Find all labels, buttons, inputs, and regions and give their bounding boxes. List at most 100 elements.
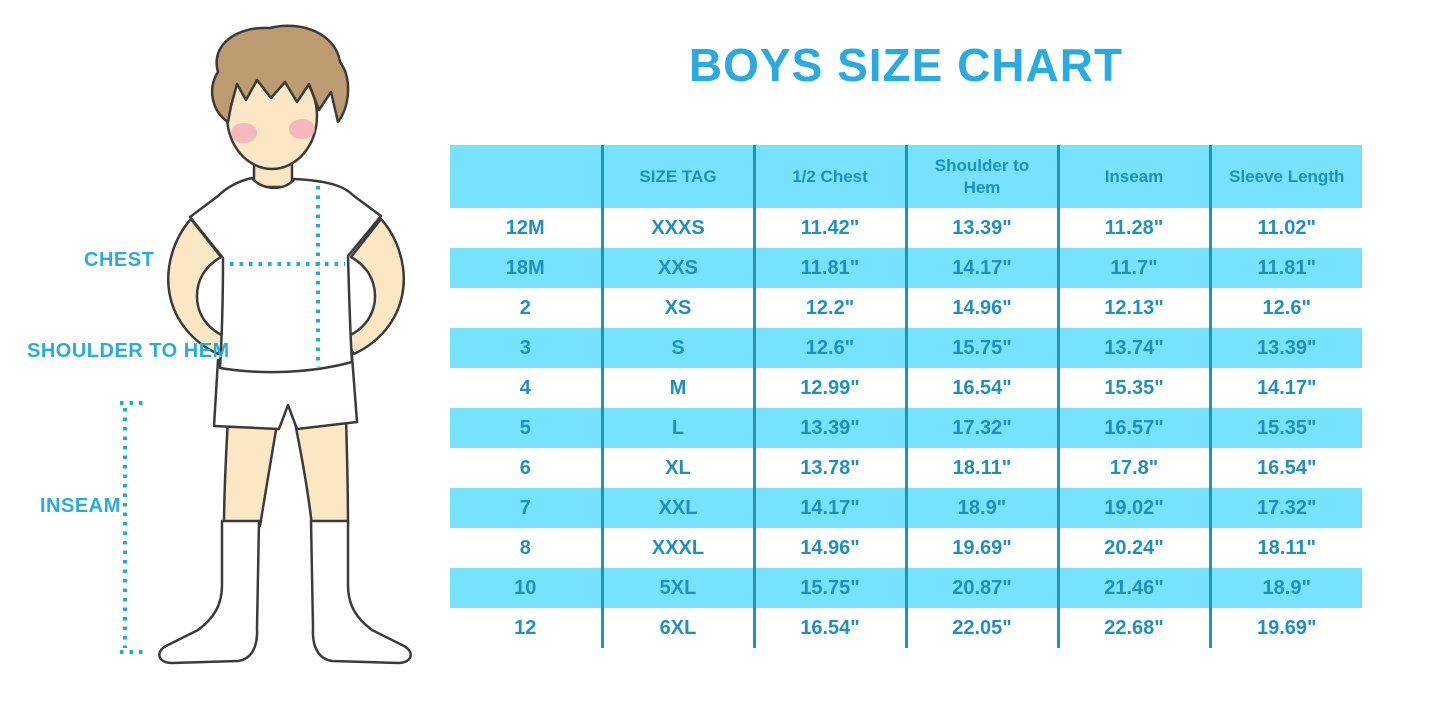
measurement-cell: 18.11" [1208, 528, 1362, 568]
measurement-cell: 11.81" [752, 248, 906, 288]
measurement-cell: 18.11" [904, 448, 1058, 488]
boy-shirt [188, 176, 383, 374]
measurement-cell: 16.57" [1056, 408, 1210, 448]
table-row: 6 XL 13.78" 18.11" 17.8" 16.54" [450, 448, 1362, 488]
measurement-cell: 12.6" [752, 328, 906, 368]
measurement-cell: 22.68" [1056, 608, 1210, 648]
size-cell: 6 [519, 456, 531, 479]
measurement-cell: 6XL [600, 608, 754, 648]
size-table: SIZE TAG 1/2 Chest Shoulder to Hem Inseam Sl… [450, 145, 1362, 648]
column-header: 1/2 Chest [752, 145, 906, 208]
measurement-cell: 16.54" [1208, 448, 1362, 488]
measurement-cell: 19.69" [904, 528, 1058, 568]
boy-leg-right [292, 416, 350, 528]
table-row: 2 XS 12.2" 14.96" 12.13" 12.6" [450, 288, 1362, 328]
measurement-cell: 11.81" [1208, 248, 1362, 288]
measurement-cell: 17.32" [904, 408, 1058, 448]
measurement-cell: 15.75" [752, 568, 906, 608]
size-cell: 8 [519, 536, 531, 559]
measurement-cell: XXS [600, 248, 754, 288]
table-row: 12 6XL 16.54" 22.05" 22.68" 19.69" [450, 608, 1362, 648]
measurement-cell: 14.17" [904, 248, 1058, 288]
size-cell: 4 [519, 376, 531, 399]
measurement-cell: XXL [600, 488, 754, 528]
measurement-cell: 13.39" [904, 208, 1058, 248]
boy-figure-illustration [120, 24, 412, 665]
boy-shorts [212, 354, 359, 431]
measurement-cell: 13.39" [1208, 328, 1362, 368]
measurement-cell: 12.99" [752, 368, 906, 408]
measurement-cell: 20.24" [1056, 528, 1210, 568]
measurement-cell: M [600, 368, 754, 408]
measurement-cell: 14.17" [1208, 368, 1362, 408]
inseam-label: INSEAM [40, 495, 121, 517]
measurement-cell: 18.9" [904, 488, 1058, 528]
table-row: 12M XXXS 11.42" 13.39" 11.28" 11.02" [450, 208, 1362, 248]
measurement-cell: 11.7" [1056, 248, 1210, 288]
measurement-cell: 11.28" [1056, 208, 1210, 248]
measurement-cell: XXXS [600, 208, 754, 248]
measurement-cell: 12.13" [1056, 288, 1210, 328]
measurement-cell: XXXL [600, 528, 754, 568]
column-header: Inseam [1056, 145, 1210, 208]
chest-label: CHEST [84, 249, 155, 271]
measurement-cell: 5XL [600, 568, 754, 608]
measurement-cell: 12.2" [752, 288, 906, 328]
size-cell: 10 [450, 568, 602, 608]
table-row: 7 XXL 14.17" 18.9" 19.02" 17.32" [450, 488, 1362, 528]
column-header: SIZE TAG [600, 145, 754, 208]
measurement-cell: 13.39" [752, 408, 906, 448]
measurement-cell: 11.02" [1208, 208, 1362, 248]
measurement-cell: 21.46" [1056, 568, 1210, 608]
table-row: 3 S 12.6" 15.75" 13.74" 13.39" [450, 328, 1362, 368]
column-header: Shoulder to Hem [904, 145, 1058, 208]
measurement-cell: 19.02" [1056, 488, 1210, 528]
size-cell: 12M [505, 216, 545, 239]
column-header: Sleeve Length [1208, 145, 1362, 208]
measurement-cell: 12.6" [1208, 288, 1362, 328]
measurement-cell: 16.54" [752, 608, 906, 648]
measurement-cell: 14.96" [752, 528, 906, 568]
size-table-body: 12M XXXS 11.42" 13.39" 11.28" 11.02" 18M XXS 11.… [450, 208, 1362, 648]
boy-leg-left [222, 416, 280, 528]
measurement-cell: 11.42" [752, 208, 906, 248]
measurement-cell: 15.35" [1208, 408, 1362, 448]
measurement-cell: S [600, 328, 754, 368]
measurement-cell: 16.54" [904, 368, 1058, 408]
measurement-cell: 13.78" [752, 448, 906, 488]
measurement-cell: 22.05" [904, 608, 1058, 648]
size-cell: 7 [450, 488, 602, 528]
size-cell: 3 [450, 328, 602, 368]
measurement-cell: 20.87" [904, 568, 1058, 608]
size-cell: 12 [514, 616, 537, 639]
measurement-cell: L [600, 408, 754, 448]
measurement-cell: 18.9" [1208, 568, 1362, 608]
page-title: BOYS SIZE CHART [688, 39, 1124, 91]
size-table-head: SIZE TAG 1/2 Chest Shoulder to Hem Inseam Sl… [450, 145, 1362, 208]
measurement-cell: XS [600, 288, 754, 328]
column-header [450, 145, 602, 208]
measurement-cell: 14.17" [752, 488, 906, 528]
measurement-cell: 15.35" [1056, 368, 1210, 408]
size-cell: 5 [450, 408, 602, 448]
measurement-cell: 13.74" [1056, 328, 1210, 368]
size-cell: 2 [519, 296, 531, 319]
measurement-cell: 15.75" [904, 328, 1058, 368]
table-row: 18M XXS 11.81" 14.17" 11.7" 11.81" [450, 248, 1362, 288]
boy-sock-right [309, 519, 412, 665]
measurement-cell: 17.8" [1056, 448, 1210, 488]
table-row: 5 L 13.39" 17.32" 16.57" 15.35" [450, 408, 1362, 448]
table-row: 8 XXXL 14.96" 19.69" 20.24" 18.11" [450, 528, 1362, 568]
measurement-cell: 19.69" [1208, 608, 1362, 648]
boy-arm-left [166, 217, 230, 356]
shoulder-to-hem-label: SHOULDER TO HEM [27, 340, 230, 362]
boy-sock-left [158, 519, 261, 665]
boy-blush-right [289, 119, 315, 139]
measurement-cell: 17.32" [1208, 488, 1362, 528]
table-row: 4 M 12.99" 16.54" 15.35" 14.17" [450, 368, 1362, 408]
measurement-cell: XL [600, 448, 754, 488]
boy-arm-right [342, 217, 406, 356]
table-row: 10 5XL 15.75" 20.87" 21.46" 18.9" [450, 568, 1362, 608]
boy-hair [210, 24, 350, 124]
